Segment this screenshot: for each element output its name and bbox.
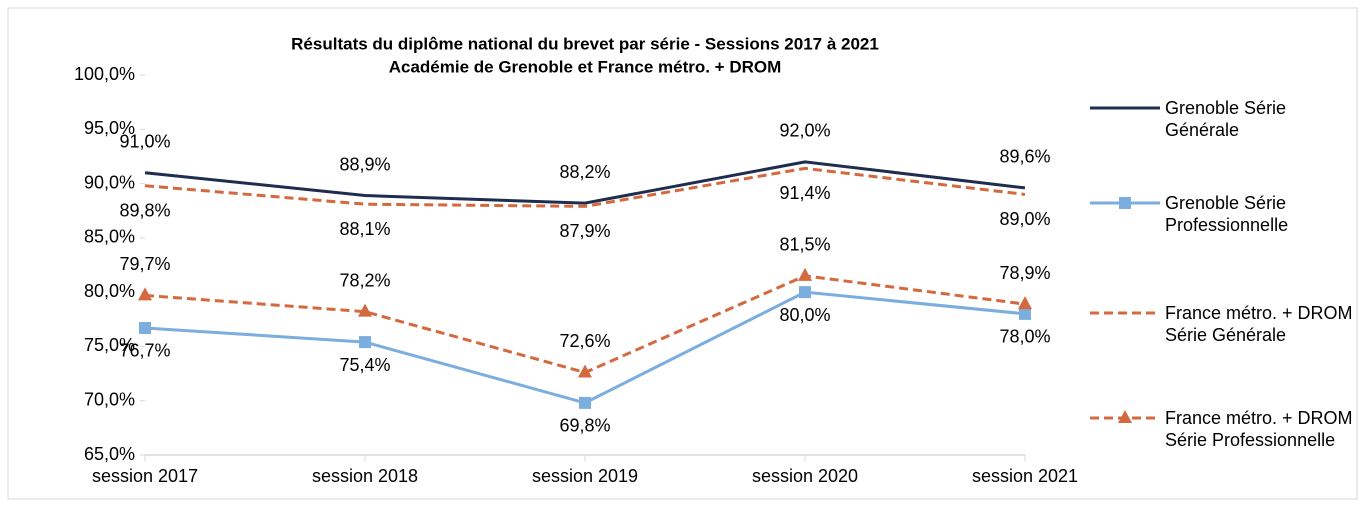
data-label: 88,1% (339, 219, 390, 239)
data-label: 80,0% (779, 305, 830, 325)
x-tick-label: session 2018 (312, 466, 418, 486)
x-tick-label: session 2020 (752, 466, 858, 486)
data-label: 78,0% (999, 327, 1050, 347)
legend-label: Grenoble Série Professionnelle (1165, 193, 1289, 235)
data-label: 88,2% (559, 162, 610, 182)
data-label: 89,6% (999, 147, 1050, 167)
data-label: 69,8% (559, 416, 610, 436)
legend-marker (1119, 197, 1131, 209)
chart-subtitle: Académie de Grenoble et France métro. + … (389, 57, 782, 76)
y-tick-label: 70,0% (84, 389, 135, 409)
legend-label: Grenoble Série Générale (1165, 98, 1287, 140)
data-label: 78,2% (339, 270, 390, 290)
series-line (144, 160, 1026, 205)
y-tick-label: 75,0% (84, 335, 135, 355)
series-line (144, 166, 1026, 208)
chart-frame (7, 7, 1358, 500)
data-label: 91,0% (119, 131, 170, 151)
point (798, 267, 812, 281)
legend-label: France métro. + DROM Série Professionnel… (1165, 408, 1353, 450)
point (578, 364, 592, 378)
y-tick-label: 85,0% (84, 227, 135, 247)
chart-title: Résultats du diplôme national du brevet … (291, 34, 879, 53)
point (138, 287, 152, 301)
data-label: 88,9% (339, 154, 390, 174)
point (1019, 307, 1031, 320)
y-tick-label: 90,0% (84, 172, 135, 192)
data-label: 87,9% (559, 221, 610, 241)
legend-marker (1118, 410, 1132, 423)
point (579, 396, 591, 409)
x-tick-label: session 2021 (972, 466, 1078, 486)
y-tick-label: 80,0% (84, 281, 135, 301)
point (799, 286, 811, 299)
x-tick-label: session 2019 (532, 466, 638, 486)
data-label: 76,7% (119, 341, 170, 361)
point (139, 321, 151, 334)
point (358, 303, 372, 317)
data-label: 89,0% (999, 209, 1050, 229)
point (359, 336, 371, 349)
data-label: 81,5% (779, 235, 830, 255)
data-label: 79,7% (119, 254, 170, 274)
y-tick-label: 65,0% (84, 444, 135, 464)
data-label: 72,6% (559, 331, 610, 351)
data-label: 89,8% (119, 200, 170, 220)
legend-label: France métro. + DROM Série Générale (1165, 303, 1353, 345)
x-tick-label: session 2017 (92, 466, 198, 486)
data-label: 75,4% (339, 355, 390, 375)
y-tick-label: 95,0% (84, 118, 135, 138)
data-label: 78,9% (999, 263, 1050, 283)
data-label: 92,0% (779, 121, 830, 141)
data-label: 91,4% (779, 183, 830, 203)
point (1018, 296, 1032, 310)
y-tick-label: 100,0% (74, 64, 135, 84)
series-line (144, 274, 1026, 375)
